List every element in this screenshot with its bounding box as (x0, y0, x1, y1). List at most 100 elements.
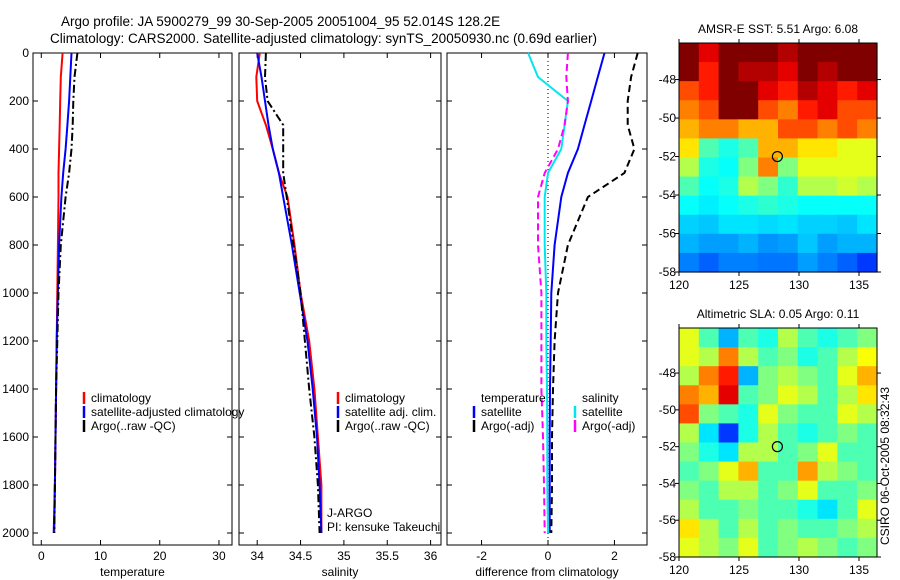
map-frame (678, 42, 878, 273)
y-tick-label: -54 (659, 476, 677, 490)
heatmap-cell (778, 404, 799, 425)
salinity-legend: climatology satellite adj. clim. Argo(..… (327, 391, 440, 534)
sla-map-panel: 120 125 130 135 -48 -50 -52 -54 -56 -58 Altimetric… (659, 307, 881, 577)
heatmap-cell (698, 499, 720, 520)
heatmap-cell (778, 138, 799, 159)
heatmap-cell (718, 347, 739, 367)
heatmap-cell (698, 537, 720, 558)
heatmap-cell (837, 100, 858, 120)
heatmap-cell (758, 214, 779, 235)
heatmap-cell (797, 423, 819, 444)
y-tick-label: -58 (659, 550, 677, 564)
y-tick-label: -56 (659, 513, 677, 527)
heatmap-cell (698, 518, 720, 539)
heatmap-cell (778, 233, 799, 254)
heatmap-cell (857, 518, 878, 539)
heatmap-cell (738, 252, 759, 273)
y-tick-label: 800 (9, 238, 29, 252)
x-tick-label: 0 (545, 549, 552, 563)
heatmap-cell (837, 499, 858, 520)
heatmap-cell (817, 347, 838, 367)
heatmap-cell (857, 233, 878, 254)
heatmap-cell (797, 62, 819, 82)
difference-legend: temperature satellite Argo(-adj) salinit… (472, 391, 635, 433)
heatmap-cell (797, 81, 819, 101)
heatmap-cell (698, 423, 720, 444)
y-tick-label: -50 (659, 403, 677, 417)
heatmap-cell (817, 366, 838, 386)
heatmap-cell (679, 252, 700, 273)
heatmap-cell (698, 480, 720, 501)
heatmap-cell (738, 119, 759, 140)
heatmap-cell (817, 461, 838, 482)
heatmap-cell (738, 195, 759, 216)
plot-area (238, 52, 442, 546)
heatmap-cell (718, 518, 739, 539)
heatmap-cell (817, 518, 838, 539)
heatmap-cell (679, 43, 700, 63)
heatmap-cell (817, 195, 838, 216)
heatmap-cell (738, 518, 759, 539)
heatmap-cell (797, 43, 819, 63)
heatmap-cell (738, 537, 759, 558)
heatmap-cell (758, 81, 779, 101)
heatmap-cell (718, 537, 739, 558)
heatmap-cell (837, 385, 858, 405)
heatmap-cell (679, 233, 700, 254)
heatmap-cell (837, 480, 858, 501)
heatmap-cell (778, 195, 799, 216)
heatmap-cell (738, 404, 759, 425)
heatmap-cell (778, 328, 799, 348)
heatmap-cell (837, 347, 858, 367)
heatmap-cell (738, 385, 759, 405)
heatmap-cell (778, 43, 799, 63)
heatmap-cell (837, 442, 858, 463)
heatmap-cell (817, 43, 838, 63)
heatmap-cell (778, 480, 799, 501)
heatmap-cell (679, 347, 700, 367)
legend-label: satellite adj. clim. (345, 405, 436, 419)
heatmap-cell (718, 138, 739, 159)
x-tick-label: 30 (212, 549, 226, 563)
heatmap-cell (837, 195, 858, 216)
heatmap-cell (817, 499, 838, 520)
heatmap-cell (857, 176, 878, 197)
y-tick-label: -48 (659, 73, 677, 87)
heatmap-cell (837, 233, 858, 254)
y-tick-label: 1600 (2, 430, 29, 444)
y-tick-label: -52 (659, 440, 677, 454)
heatmap-cell (679, 385, 700, 405)
heatmap-cell (857, 252, 878, 273)
heatmap-cell (718, 423, 739, 444)
figure-title-line2: Climatology: CARS2000. Satellite-adjuste… (50, 31, 597, 46)
heatmap-cell (698, 252, 720, 273)
heatmap-cell (718, 233, 739, 254)
y-tick-label: -58 (659, 265, 677, 279)
heatmap-cell (698, 43, 720, 63)
heatmap-cell (758, 195, 779, 216)
heatmap-cell (758, 138, 779, 159)
heatmap-cell (698, 157, 720, 178)
heatmap-cell (837, 461, 858, 482)
heatmap-cell (837, 404, 858, 425)
x-tick-label: 10 (94, 549, 108, 563)
heatmap-cell (758, 43, 779, 63)
heatmap-cell (758, 252, 779, 273)
heatmap-cell (837, 176, 858, 197)
legend-header-temperature: temperature (481, 391, 546, 405)
heatmap-cell (758, 385, 779, 405)
heatmap-cell (797, 214, 819, 235)
x-axis-label: salinity (322, 565, 359, 579)
figure-title-line1: Argo profile: JA 5900279_99 30-Sep-2005 … (61, 14, 500, 29)
heatmap-cell (857, 461, 878, 482)
heatmap-cell (679, 404, 700, 425)
heatmap-cell (738, 62, 759, 82)
heatmap-cell (778, 537, 799, 558)
heatmap-cell (679, 366, 700, 386)
heatmap-cell (817, 138, 838, 159)
x-tick-label: 120 (669, 563, 689, 577)
heatmap-cell (738, 499, 759, 520)
heatmap-cell (738, 43, 759, 63)
x-tick-label: 35 (337, 549, 351, 563)
x-tick-label: 125 (729, 278, 749, 292)
